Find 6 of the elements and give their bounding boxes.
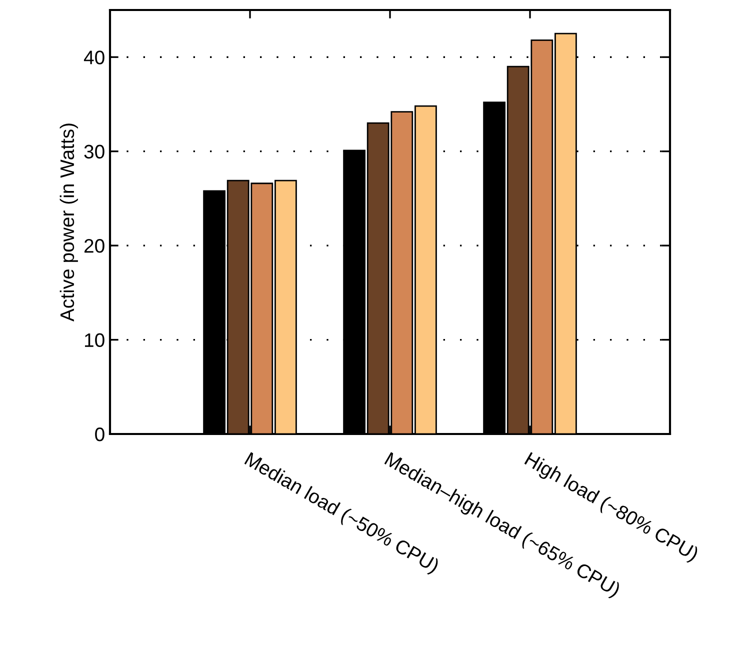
y-tick-label: 40 <box>84 50 104 64</box>
y-tick-label: 0 <box>95 427 104 442</box>
y-tick-label: 20 <box>84 239 104 253</box>
y-tick-label: 30 <box>84 144 104 159</box>
y-tick-label: 10 <box>84 333 104 348</box>
y-axis-title: Active power (in Watts) <box>60 124 78 322</box>
